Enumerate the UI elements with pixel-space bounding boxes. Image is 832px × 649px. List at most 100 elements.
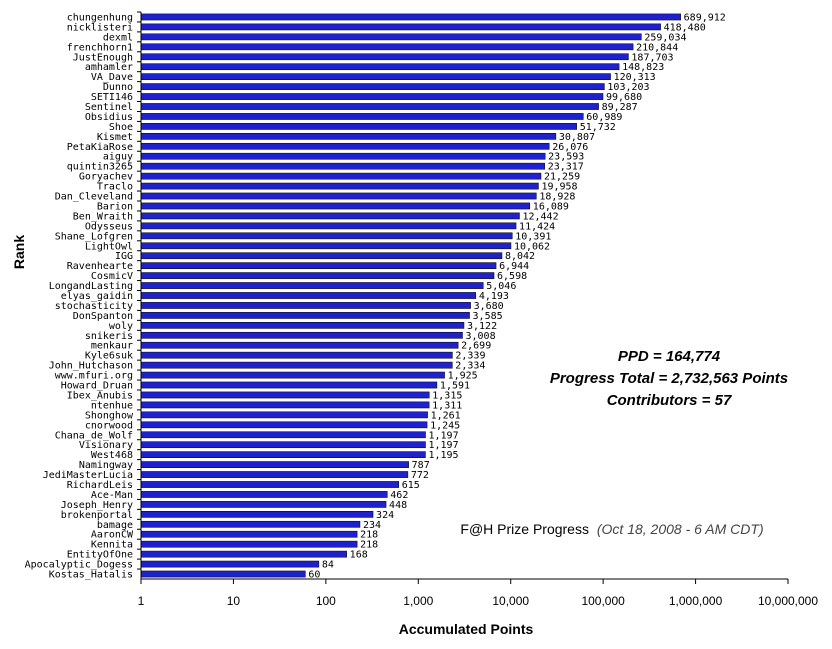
bar (140, 272, 495, 279)
category-label: CosmicV (91, 271, 133, 282)
category-label: Ben_Wraith (73, 211, 133, 222)
category-label: Odysseus (85, 221, 133, 232)
bar (140, 501, 387, 508)
chart-title: F@H Prize Progress (Oct 18, 2008 - 6 AM … (460, 521, 763, 537)
category-label: AaronCW (91, 530, 134, 541)
bar (140, 13, 681, 21)
category-label: PetaKiaRose (67, 142, 133, 153)
bar (140, 262, 497, 269)
bar (140, 471, 409, 478)
bar (140, 152, 546, 160)
bar (140, 401, 430, 409)
category-label: John_Hutchason (49, 361, 133, 372)
category-label: bamage (97, 520, 133, 531)
x-tick-label: 1,000,000 (669, 594, 723, 608)
x-tick-label: 100 (316, 594, 336, 608)
category-label: Kismet (97, 132, 133, 143)
bar (140, 371, 445, 379)
value-label: 210,844 (636, 42, 678, 53)
value-label: 21,259 (544, 172, 580, 183)
value-label: 26,076 (552, 142, 588, 153)
value-label: 103,203 (607, 82, 649, 93)
category-label: Namingway (79, 460, 133, 471)
value-label: 2,699 (461, 341, 491, 352)
value-label: 324 (376, 510, 394, 521)
value-label: 3,680 (474, 301, 504, 312)
bar (140, 73, 611, 80)
category-label: Kyle6suk (85, 351, 133, 362)
category-label: Howard_Druan (61, 381, 133, 392)
value-label: 615 (402, 480, 420, 491)
bar (140, 292, 477, 299)
value-label: 3,122 (467, 321, 497, 332)
x-tick-label: 10,000 (492, 594, 529, 608)
value-label: 772 (411, 470, 429, 481)
category-label: Barion (97, 201, 133, 212)
bar (140, 461, 409, 468)
bar (140, 421, 428, 429)
category-label: Obsidius (85, 112, 133, 123)
category-label: Ace-Man (91, 490, 133, 501)
bar (140, 93, 604, 100)
bar (140, 302, 471, 309)
value-label: 60 (308, 570, 320, 581)
y-axis-title: Rank (11, 235, 27, 269)
category-label: Traclo (97, 182, 133, 193)
bar (140, 431, 426, 439)
bar (140, 530, 358, 538)
category-label: VA_Dave (91, 72, 133, 83)
value-label: 4,193 (479, 291, 509, 302)
value-label: 30,807 (559, 132, 595, 143)
category-label: EntityOfOne (67, 550, 133, 561)
category-label: DonSpanton (73, 311, 133, 322)
x-tick-label: 100,000 (581, 594, 625, 608)
x-tick-label: 1,000 (403, 594, 433, 608)
value-label: 448 (389, 500, 407, 511)
bar (140, 212, 520, 220)
value-label: 11,424 (519, 221, 555, 232)
category-label: SETI146 (91, 92, 133, 103)
bar (140, 53, 629, 61)
bar (140, 381, 438, 389)
value-label: 1,315 (432, 390, 462, 401)
category-label: dexml (103, 32, 133, 43)
bar (140, 33, 642, 41)
bar (140, 63, 620, 71)
category-label: snikeris (85, 331, 133, 342)
category-label: frenchhorn1 (67, 42, 133, 53)
value-label: 1,311 (432, 400, 462, 411)
bar (140, 192, 537, 200)
value-label: 3,585 (473, 311, 503, 322)
value-label: 60,989 (586, 112, 622, 123)
bar (140, 351, 453, 359)
category-label: Chana_de_Wolf (55, 430, 133, 441)
bars-layer (140, 13, 681, 578)
x-tick-label: 10,000,000 (758, 594, 818, 608)
category-label: LightOwl (85, 241, 133, 252)
value-label: 787 (412, 460, 430, 471)
bar (140, 341, 459, 349)
bar (140, 550, 347, 558)
bar (140, 182, 539, 190)
bar (140, 570, 306, 578)
category-label: Sentinel (85, 102, 133, 113)
category-label: cnorwood (85, 420, 133, 431)
value-label: 3,008 (465, 331, 495, 342)
value-label: 23,593 (548, 152, 584, 163)
bar (140, 560, 320, 568)
category-label: brokenportal (61, 510, 133, 521)
x-axis-title: Accumulated Points (399, 621, 534, 637)
bar (140, 83, 605, 90)
bar (140, 113, 584, 120)
value-label: 6,944 (499, 261, 529, 272)
x-tick-label: 1 (138, 594, 145, 608)
category-label: Goryachev (79, 172, 133, 183)
bar (140, 242, 512, 250)
category-label: Dunno (103, 82, 133, 93)
value-label: 1,261 (431, 410, 461, 421)
value-label: 10,062 (514, 241, 550, 252)
category-label: Ibex_Anubis (67, 390, 133, 401)
chart-title-main: F@H Prize Progress (460, 521, 589, 537)
category-label: RichardLeis (67, 480, 133, 491)
